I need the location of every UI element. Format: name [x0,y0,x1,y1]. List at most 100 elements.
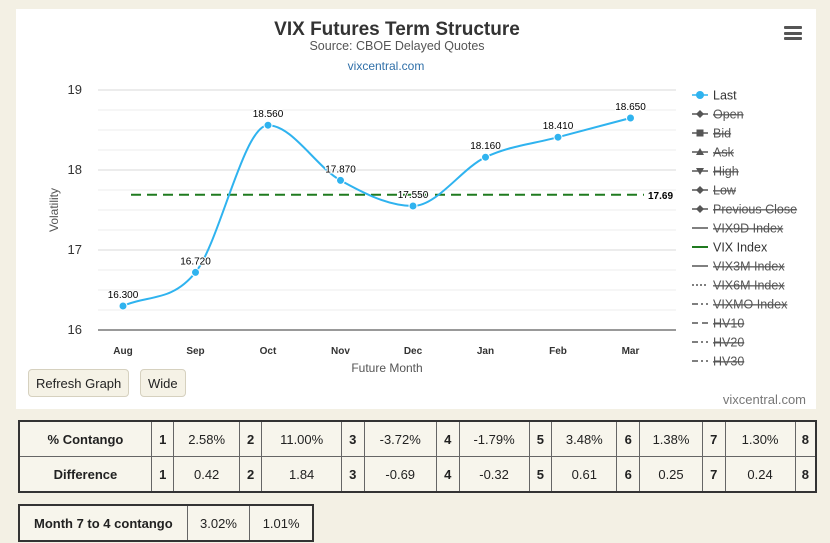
table-month-number: 1 [150,456,175,493]
table-month-number: 6 [616,420,641,457]
legend-item: Previous Close [713,203,797,217]
legend-item: HV10 [713,317,744,331]
table-row-label: Difference [18,456,152,493]
y-tick-label: 18 [68,162,82,177]
data-point [626,113,635,123]
data-point [191,267,200,277]
table-month-number: 5 [528,420,553,457]
x-tick-label: Sep [186,346,204,357]
data-point [263,120,273,130]
legend-item: Last [713,89,737,103]
table-cell-value: 1.84 [261,456,342,493]
table-month-number: 4 [435,420,460,457]
x-tick-label: Aug [113,346,132,357]
data-label: 18.160 [470,141,501,152]
legend-item: Bid [713,127,731,141]
table-row-label: % Contango [18,420,152,457]
month-contango-value: 3.02% [186,504,251,542]
table-cell-value: 0.42 [173,456,240,493]
credit-link: vixcentral.com [348,59,425,73]
data-label: 18.650 [615,102,646,113]
table-cell-value: -3.72% [363,420,437,457]
table-cell-value: -1.79% [458,420,530,457]
legend-item: Open [713,108,744,122]
data-label: 17.870 [325,164,356,175]
x-tick-label: Oct [260,346,277,357]
data-point [553,132,563,142]
legend-marker [696,129,704,137]
data-point [336,175,345,185]
legend-marker [696,205,704,213]
chart-subtitle: Source: CBOE Delayed Quotes [309,39,484,53]
table-cell-value: 2.58% [173,420,240,457]
data-point [118,301,128,311]
wide-button[interactable]: Wide [140,369,186,397]
legend-marker [696,91,704,99]
legend-item: VIX3M Index [713,260,785,274]
series-line-last [122,117,631,307]
table-cell-value: 0.25 [639,456,703,493]
x-tick-label: Jan [477,346,494,357]
x-axis-label: Future Month [351,361,422,375]
table-cell-value: 1.38% [639,420,703,457]
table-month-number: 8 [794,420,817,457]
table-month-number: 3 [340,456,365,493]
y-axis-label: Volatility [47,188,61,232]
table-month-number: 7 [701,420,726,457]
legend-marker [696,110,704,118]
table-cell-value: 3.48% [551,420,618,457]
legend-item: VIX6M Index [713,279,785,293]
data-label: 18.560 [253,109,284,120]
table-month-number: 3 [340,420,365,457]
legend-marker [696,186,704,194]
table-month-number: 4 [435,456,460,493]
data-label: 17.550 [398,190,429,201]
x-tick-label: Mar [622,346,640,357]
table-month-number: 7 [701,456,726,493]
data-label: 16.720 [180,256,211,267]
month-contango-value: 1.01% [249,504,314,542]
table-cell-value: 0.24 [724,456,796,493]
table-month-number: 1 [150,420,175,457]
y-tick-label: 19 [68,82,82,97]
x-tick-label: Dec [404,346,423,357]
data-label: 16.300 [108,290,139,301]
month-contango-table: Month 7 to 4 contango 3.02% 1.01% [18,504,314,542]
month-contango-label: Month 7 to 4 contango [18,504,188,542]
credit-footer: vixcentral.com [723,392,806,407]
refresh-graph-button[interactable]: Refresh Graph [28,369,130,397]
legend-item: HV20 [713,336,744,350]
table-cell-value: -0.69 [363,456,437,493]
y-tick-label: 16 [68,322,82,337]
data-point [481,152,490,162]
legend-marker [696,148,704,155]
table-cell-value: 1.30% [724,420,796,457]
table-month-number: 2 [238,456,263,493]
legend-item: HV30 [713,355,744,369]
table-month-number: 5 [528,456,553,493]
vix-index-label: 17.69 [648,191,673,202]
table-row: Difference 1 0.42 2 1.84 3 -0.69 4 -0.32 5 0.61 6 0.… [18,456,817,493]
chart-panel: VIX Futures Term Structure Source: CBOE D… [16,9,816,409]
x-tick-label: Nov [331,346,350,357]
table-month-number: 6 [616,456,641,493]
legend-item: High [713,165,739,179]
legend-item: VIXMO Index [713,298,788,312]
table-cell-value: 11.00% [261,420,342,457]
table-month-number: 2 [238,420,263,457]
chart-title: VIX Futures Term Structure [274,19,520,40]
legend-item: Low [713,184,737,198]
table-row: % Contango 1 2.58% 2 11.00% 3 -3.72% 4 -1.79% 5 3.… [18,420,817,457]
table-cell-value: 0.61 [551,456,618,493]
legend-marker [696,168,704,175]
chart-menu-icon[interactable] [784,26,802,42]
contango-table: % Contango 1 2.58% 2 11.00% 3 -3.72% 4 -1.79% 5 3.… [18,420,817,493]
data-label: 18.410 [543,121,574,132]
x-tick-label: Feb [549,346,567,357]
legend-item: VIX Index [713,241,768,255]
data-point [408,201,418,211]
table-cell-value: -0.32 [458,456,530,493]
legend-item: Ask [713,146,735,160]
y-tick-label: 17 [68,242,82,257]
